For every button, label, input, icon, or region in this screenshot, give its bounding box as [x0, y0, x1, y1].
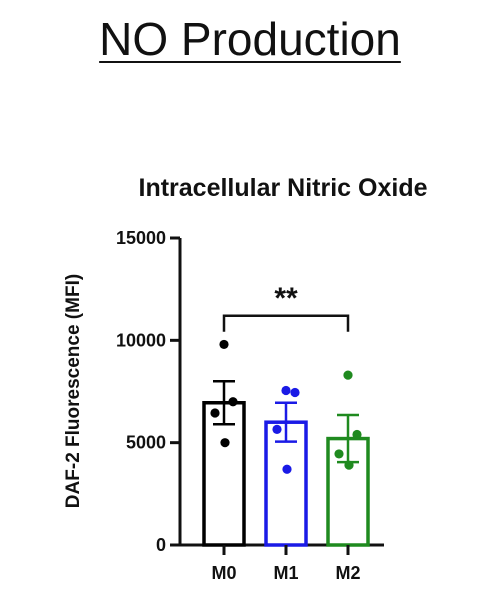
x-tick-label-M1: M1 — [273, 563, 298, 583]
point-M1-1 — [281, 385, 291, 396]
page-title: NO Production — [99, 13, 401, 65]
point-M1-4 — [282, 464, 292, 474]
point-M0-1 — [219, 339, 229, 350]
significance-bracket-0 — [222, 314, 350, 332]
y-tick-label-0: 0 — [156, 535, 166, 555]
point-M2-1 — [343, 370, 353, 380]
x-tick-label-M0: M0 — [211, 563, 236, 583]
x-tick-label-M2: M2 — [335, 563, 360, 583]
point-M1-3 — [272, 424, 282, 434]
y-tick-label-3: 15000 — [116, 228, 166, 248]
point-M0-3 — [210, 408, 220, 418]
point-M0-2 — [228, 397, 238, 407]
point-M2-2 — [352, 429, 362, 440]
point-M2-4 — [344, 460, 354, 470]
y-tick-label-1: 5000 — [126, 433, 166, 453]
chart-title: Intracellular Nitric Oxide — [139, 174, 428, 202]
plot-area: 0 5000 10000 15000 M0 M1 M2 ** — [116, 228, 384, 583]
y-axis-label: DAF-2 Fluorescence (MFI) — [63, 274, 84, 508]
point-M2-3 — [334, 449, 344, 459]
significance-label-0: ** — [274, 282, 298, 315]
point-M0-4 — [220, 438, 230, 448]
y-tick-label-2: 10000 — [116, 330, 166, 350]
point-M1-2 — [290, 387, 300, 398]
